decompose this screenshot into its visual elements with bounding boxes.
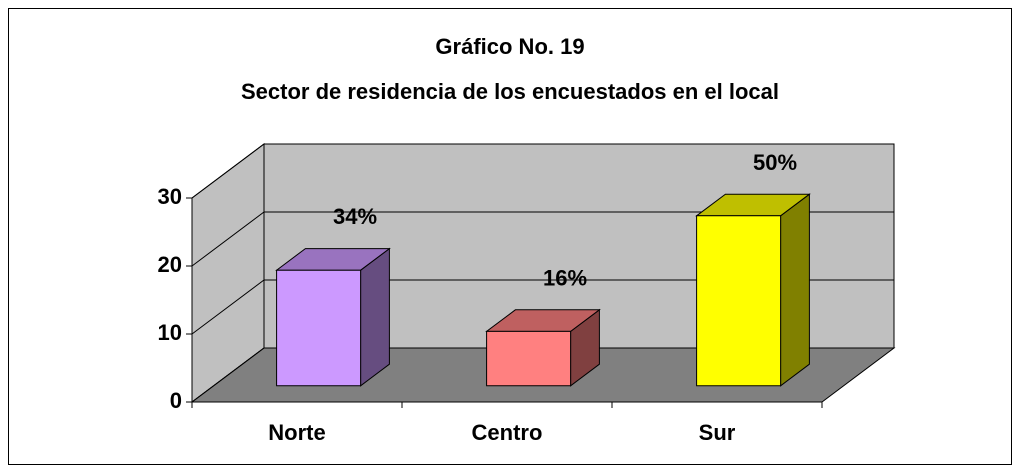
x-tick-label: Centro [472, 420, 543, 445]
x-tick-label: Norte [268, 420, 325, 445]
grid-line [191, 347, 894, 403]
y-tick-label: 20 [158, 252, 182, 277]
grid-line [191, 143, 894, 199]
x-tick-label: Sur [699, 420, 736, 445]
data-label: 16% [543, 265, 587, 290]
grid-line [191, 279, 894, 335]
y-tick-label: 0 [170, 388, 182, 413]
y-tick-label: 30 [158, 184, 182, 209]
bar-side [360, 247, 390, 387]
y-tick-label: 10 [158, 320, 182, 345]
grid-line [191, 211, 894, 267]
bar [696, 215, 782, 387]
chart-title: Gráfico No. 19 [435, 34, 584, 59]
data-label: 34% [333, 204, 377, 229]
bar [276, 269, 362, 387]
data-label: 50% [753, 150, 797, 175]
bar-side [780, 193, 810, 387]
bar [486, 330, 572, 387]
chart-subtitle: Sector de residencia de los encuestados … [241, 79, 779, 104]
